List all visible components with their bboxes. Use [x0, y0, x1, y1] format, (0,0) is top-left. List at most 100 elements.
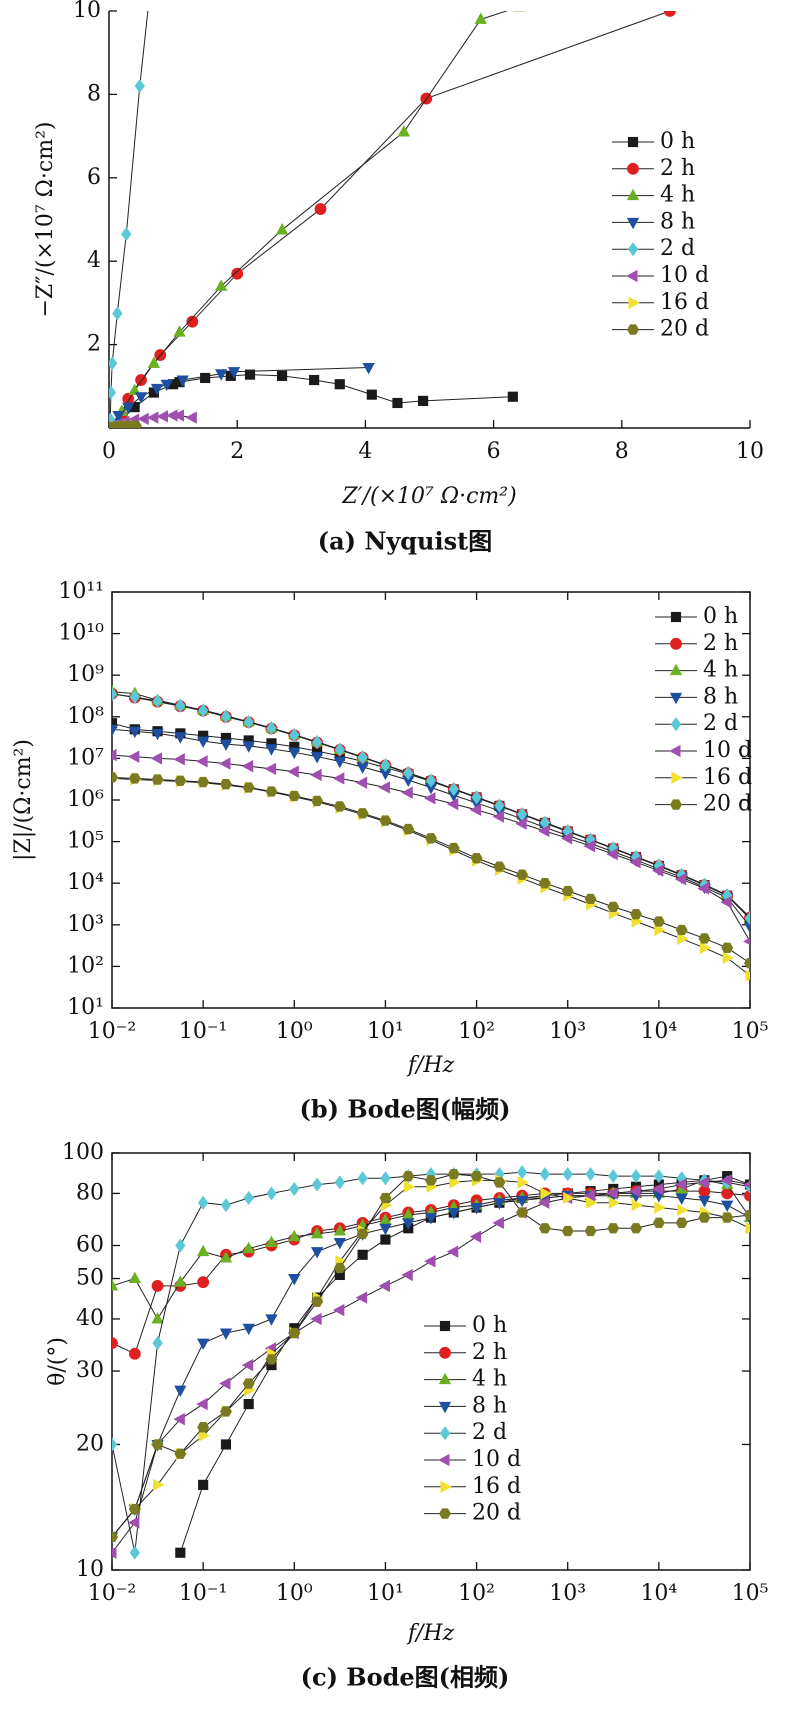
marker	[630, 1169, 642, 1184]
y-tick-label: 10¹¹	[58, 579, 104, 604]
marker	[425, 773, 437, 788]
marker	[112, 1437, 118, 1452]
x-axis-label: f/Hz	[406, 1621, 455, 1646]
marker	[366, 389, 377, 400]
legend-item: 8 h	[424, 1393, 507, 1418]
marker	[265, 786, 278, 797]
marker	[128, 383, 141, 395]
marker	[743, 1180, 750, 1189]
marker	[220, 779, 232, 790]
legend-label: 20 d	[703, 792, 752, 817]
marker	[470, 852, 483, 864]
marker	[439, 1320, 451, 1332]
marker	[333, 801, 346, 812]
legend-label: 0 h	[472, 1313, 507, 1338]
legend-item: 0 h	[612, 129, 695, 154]
marker	[722, 951, 735, 965]
marker	[332, 772, 345, 785]
marker	[310, 1247, 324, 1259]
legend-label: 2 d	[472, 1420, 507, 1445]
marker	[744, 1209, 750, 1221]
y-axis-label: θ/(°)	[45, 1337, 70, 1386]
legend-label: 0 h	[660, 129, 695, 154]
marker	[606, 847, 618, 861]
marker	[493, 1177, 506, 1188]
marker	[185, 411, 197, 424]
marker	[128, 1347, 141, 1360]
marker	[670, 637, 682, 650]
marker	[560, 832, 573, 845]
marker	[630, 1223, 643, 1234]
legend-label: 2 d	[703, 711, 738, 736]
marker	[379, 1192, 392, 1204]
y-tick-label: 20	[76, 1431, 104, 1456]
marker	[241, 1358, 254, 1372]
marker	[402, 823, 415, 835]
marker	[127, 750, 140, 763]
y-axis-label: −Z″/(×10⁷ Ω·cm²)	[33, 122, 58, 318]
marker	[186, 315, 199, 328]
marker	[220, 1406, 232, 1417]
legend-label: 10 d	[472, 1447, 521, 1472]
x-tick-label: 10³	[549, 1581, 586, 1606]
marker	[469, 803, 482, 817]
marker	[112, 1531, 118, 1543]
marker	[607, 1223, 620, 1234]
chart: 0 2 4 6 8 10 2 4 6 8 10 0 h2 h4 h8 h2 d10 d16 d20 d…	[33, 0, 764, 556]
marker	[122, 402, 135, 415]
marker	[378, 1279, 390, 1293]
marker	[745, 969, 750, 982]
marker	[438, 1401, 452, 1414]
legend-item: 2 h	[424, 1340, 507, 1365]
series-line	[111, 11, 671, 425]
marker	[652, 1217, 665, 1229]
marker	[151, 1439, 164, 1450]
marker	[289, 1181, 300, 1196]
marker	[470, 1203, 483, 1215]
legend-item: 16 d	[655, 765, 752, 790]
marker	[380, 1171, 391, 1186]
legend-label: 10 d	[660, 263, 709, 288]
marker	[654, 923, 666, 937]
marker	[677, 1203, 689, 1217]
marker	[448, 782, 459, 797]
marker	[276, 370, 288, 381]
series-line	[112, 691, 750, 918]
marker	[380, 758, 391, 773]
marker	[112, 718, 118, 729]
marker	[109, 385, 117, 400]
marker	[674, 1178, 687, 1191]
marker	[220, 1439, 232, 1450]
marker	[134, 392, 148, 404]
marker	[215, 279, 228, 291]
marker	[663, 11, 676, 17]
marker	[288, 747, 301, 760]
y-tick-label: 30	[76, 1358, 104, 1383]
legend-label: 4 h	[703, 658, 738, 683]
marker	[150, 383, 164, 396]
marker	[112, 410, 125, 423]
series-line	[112, 1179, 750, 1554]
y-tick-label: 80	[76, 1180, 104, 1205]
marker	[355, 1291, 368, 1304]
marker	[627, 162, 639, 175]
marker	[244, 369, 256, 380]
marker	[677, 932, 689, 946]
marker	[629, 856, 641, 869]
marker	[539, 1167, 551, 1182]
legend-item: 2 d	[612, 236, 695, 261]
x-tick-label: 10⁵	[732, 1019, 769, 1044]
x-tick-label: 10¹	[367, 1581, 404, 1606]
x-tick-label: 10⁻¹	[179, 1019, 227, 1044]
marker	[334, 742, 346, 757]
marker	[379, 1223, 392, 1236]
marker	[311, 1296, 324, 1307]
marker	[243, 714, 254, 729]
marker	[743, 937, 750, 946]
marker	[242, 1241, 255, 1254]
marker	[697, 1176, 709, 1189]
legend-label: 2 h	[472, 1340, 507, 1365]
legend-label: 2 h	[703, 631, 738, 656]
marker	[227, 367, 241, 379]
